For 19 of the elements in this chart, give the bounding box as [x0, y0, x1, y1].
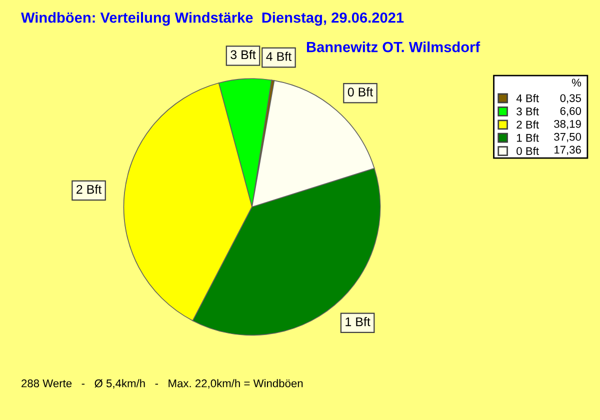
legend-title: %: [572, 78, 582, 86]
slice-label: 2 Bft: [76, 184, 102, 194]
slice-label: 4 Bft: [266, 52, 292, 61]
data-label: 6,60: [560, 107, 582, 116]
legend-label: 1 Bft: [516, 134, 539, 142]
slice-label: 1 Bft: [346, 317, 370, 326]
chart-title: Windböen: Verteilung Windstärke Dienstag, 29.06.2021: [21, 12, 404, 26]
data-label: 17,36: [554, 146, 581, 155]
legend-label: 3 Bft: [516, 107, 539, 116]
legend-label: 0 Bft: [516, 146, 539, 155]
legend-label: 4 Bft: [516, 94, 539, 102]
data-label: 38,19: [554, 120, 581, 130]
slice-label: 0 Bft: [348, 87, 374, 96]
chart-subtitle: Bannewitz OT. Wilmsdorf: [306, 42, 480, 52]
text: 288 Werte - Ø 5,4km/h - Max. 22,0km/h = Windböen: [22, 379, 303, 389]
data-label: 37,50: [554, 132, 582, 142]
data-label: 0,35: [560, 94, 581, 104]
legend-label: 2 Bft: [516, 120, 539, 129]
slice-label: 3 Bft: [230, 50, 256, 60]
